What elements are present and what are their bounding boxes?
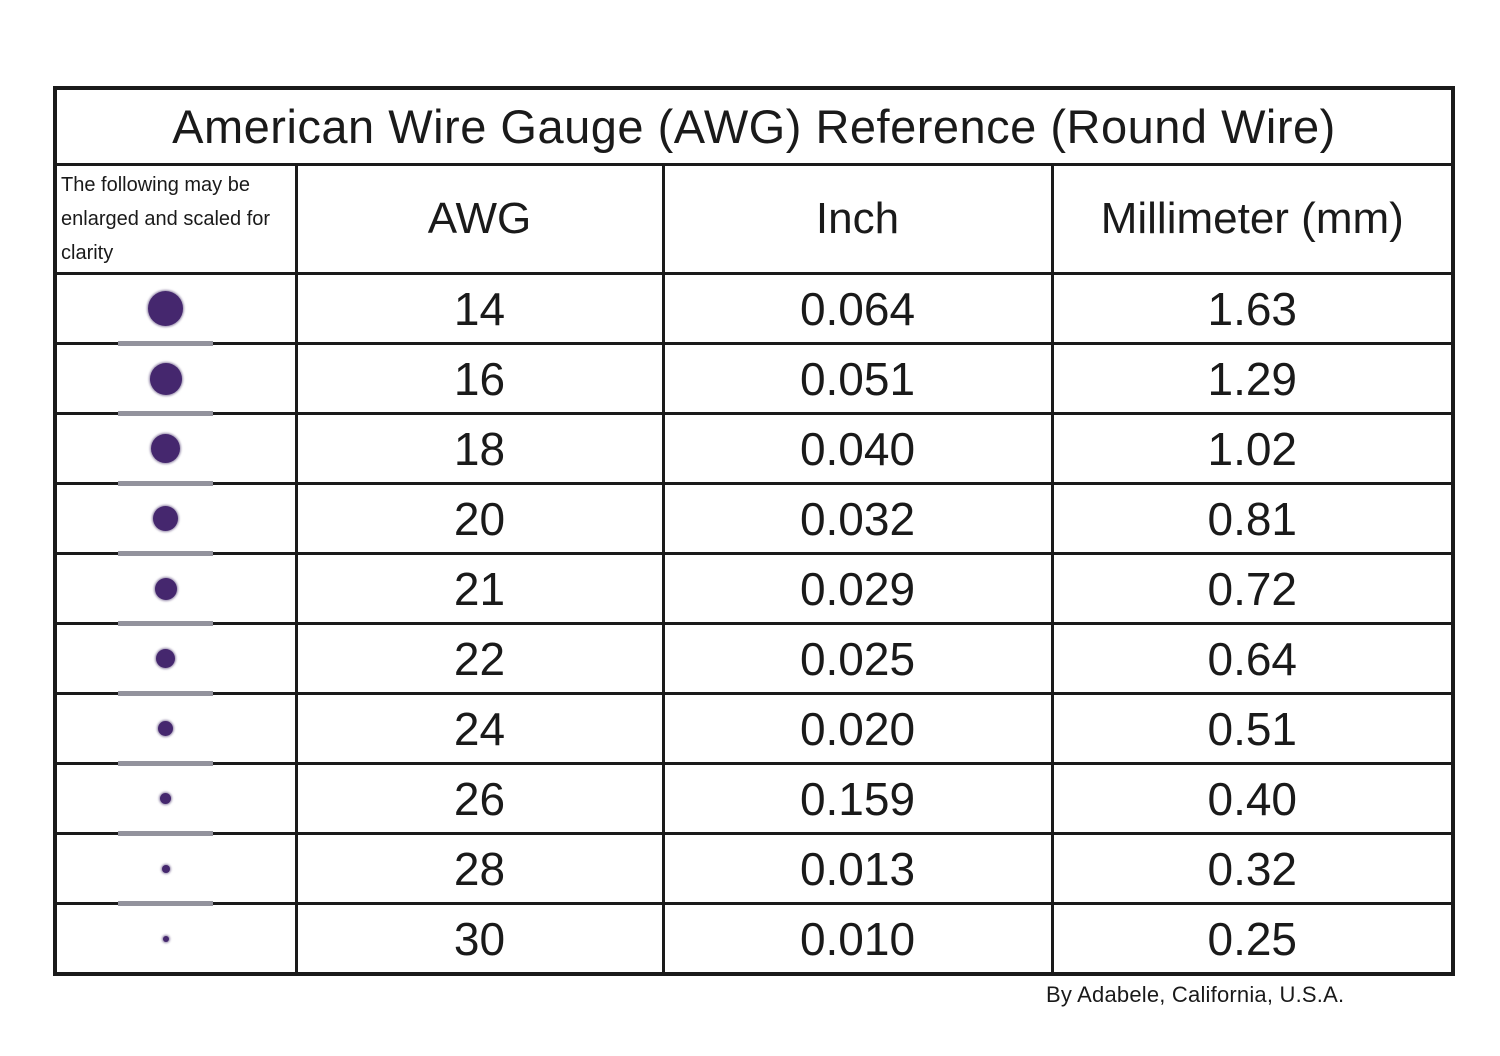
mm-value-cell: 1.29 xyxy=(1050,342,1455,415)
awg-reference-table: American Wire Gauge (AWG) Reference (Rou… xyxy=(53,86,1455,976)
inch-value-cell: 0.025 xyxy=(661,622,1054,695)
awg-value-cell: 20 xyxy=(294,482,665,555)
scale-mark-line xyxy=(117,481,213,486)
table-row: 16 0.051 1.29 xyxy=(53,342,1455,416)
table-row: 21 0.029 0.72 xyxy=(53,552,1455,626)
mm-value-cell: 0.72 xyxy=(1050,552,1455,625)
wire-cross-section-dot-icon xyxy=(149,362,182,395)
mm-value-cell: 0.81 xyxy=(1050,482,1455,555)
mm-value-cell: 0.51 xyxy=(1050,692,1455,765)
wire-cross-section-dot-icon xyxy=(160,793,172,804)
awg-value-cell: 28 xyxy=(294,832,665,905)
column-header-awg: AWG xyxy=(294,163,665,275)
wire-cross-section-dot-icon xyxy=(148,291,184,326)
wire-cross-section-dot-icon xyxy=(156,649,176,668)
table-row: 18 0.040 1.02 xyxy=(53,412,1455,486)
inch-value-cell: 0.013 xyxy=(661,832,1054,905)
wire-size-cell xyxy=(53,902,298,976)
inch-value-cell: 0.020 xyxy=(661,692,1054,765)
wire-size-cell xyxy=(53,552,298,626)
column-header-mm: Millimeter (mm) xyxy=(1050,163,1455,275)
inch-value-cell: 0.051 xyxy=(661,342,1054,415)
wire-cross-section-dot-icon xyxy=(158,721,174,736)
awg-value-cell: 22 xyxy=(294,622,665,695)
wire-size-cell xyxy=(53,762,298,836)
wire-size-cell xyxy=(53,482,298,556)
wire-cross-section-dot-icon xyxy=(151,434,181,463)
inch-value-cell: 0.040 xyxy=(661,412,1054,485)
inch-value-cell: 0.029 xyxy=(661,552,1054,625)
table-row: 30 0.010 0.25 xyxy=(53,902,1455,976)
wire-cross-section-dot-icon xyxy=(153,506,179,531)
wire-size-cell xyxy=(53,342,298,416)
mm-value-cell: 0.64 xyxy=(1050,622,1455,695)
wire-size-cell xyxy=(53,692,298,766)
mm-value-cell: 0.40 xyxy=(1050,762,1455,835)
mm-value-cell: 1.02 xyxy=(1050,412,1455,485)
mm-value-cell: 0.25 xyxy=(1050,902,1455,976)
table-row: 24 0.020 0.51 xyxy=(53,692,1455,766)
scale-mark-line xyxy=(117,901,213,906)
awg-reference-sheet: American Wire Gauge (AWG) Reference (Rou… xyxy=(53,86,1455,976)
mm-value-cell: 0.32 xyxy=(1050,832,1455,905)
table-row: 14 0.064 1.63 xyxy=(53,272,1455,346)
awg-value-cell: 24 xyxy=(294,692,665,765)
scale-mark-line xyxy=(117,621,213,626)
header-row: The following may be enlarged and scaled… xyxy=(53,163,1455,275)
inch-value-cell: 0.159 xyxy=(661,762,1054,835)
inch-value-cell: 0.064 xyxy=(661,272,1054,345)
mm-value-cell: 1.63 xyxy=(1050,272,1455,345)
wire-size-cell xyxy=(53,412,298,486)
wire-size-cell xyxy=(53,832,298,906)
wire-size-cell xyxy=(53,272,298,346)
wire-cross-section-dot-icon xyxy=(162,935,169,942)
scale-mark-line xyxy=(117,761,213,766)
page-title: American Wire Gauge (AWG) Reference (Rou… xyxy=(53,86,1455,166)
attribution-text: By Adabele, California, U.S.A. xyxy=(1046,982,1345,1007)
scale-mark-line xyxy=(117,341,213,346)
wire-cross-section-dot-icon xyxy=(154,577,177,600)
column-header-inch: Inch xyxy=(661,163,1054,275)
enlargement-note: The following may be enlarged and scaled… xyxy=(53,163,298,275)
awg-value-cell: 21 xyxy=(294,552,665,625)
awg-value-cell: 14 xyxy=(294,272,665,345)
table-row: 26 0.159 0.40 xyxy=(53,762,1455,836)
awg-value-cell: 18 xyxy=(294,412,665,485)
awg-value-cell: 26 xyxy=(294,762,665,835)
wire-cross-section-dot-icon xyxy=(161,864,170,873)
scale-mark-line xyxy=(117,831,213,836)
table-row: 28 0.013 0.32 xyxy=(53,832,1455,906)
inch-value-cell: 0.010 xyxy=(661,902,1054,976)
awg-value-cell: 30 xyxy=(294,902,665,976)
wire-size-cell xyxy=(53,622,298,696)
scale-mark-line xyxy=(117,691,213,696)
scale-mark-line xyxy=(117,551,213,556)
title-row: American Wire Gauge (AWG) Reference (Rou… xyxy=(53,86,1455,166)
awg-value-cell: 16 xyxy=(294,342,665,415)
inch-value-cell: 0.032 xyxy=(661,482,1054,555)
table-row: 20 0.032 0.81 xyxy=(53,482,1455,556)
table-body: 14 0.064 1.63 16 0.051 1.29 18 0.040 1.02 20 0.032… xyxy=(53,272,1455,976)
table-row: 22 0.025 0.64 xyxy=(53,622,1455,696)
scale-mark-line xyxy=(117,411,213,416)
